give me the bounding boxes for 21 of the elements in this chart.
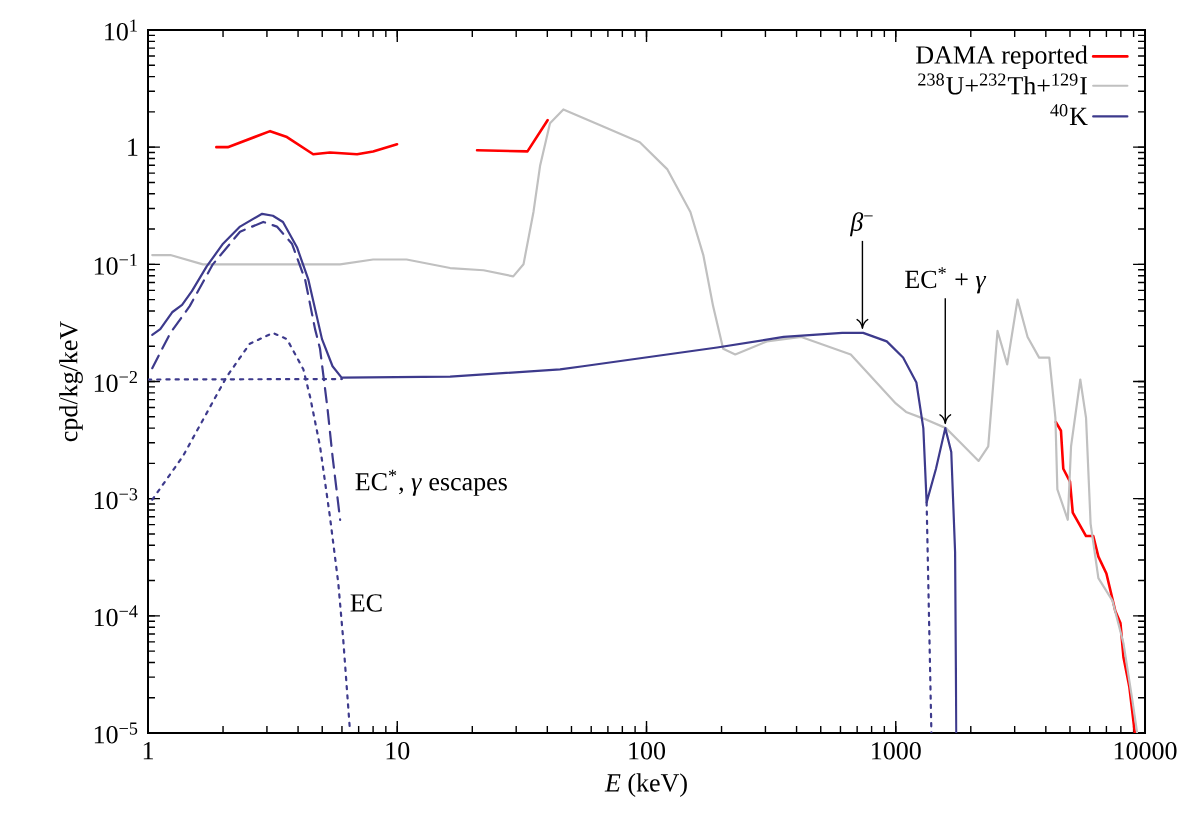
y-tick-label: 10$^{1}$ — [105, 19, 137, 41]
y-tick-label: 10$^{−1}$ — [94, 253, 137, 275]
annotation: β$^{−}$ — [849, 212, 873, 237]
x-axis-title: E (keV) — [604, 773, 687, 797]
y-tick-label: 10$^{−4}$ — [94, 605, 138, 627]
x-tick-label: 100 — [629, 742, 666, 760]
annotation: EC$^{*}$ + γ — [905, 267, 987, 294]
x-tick-label: 1 — [143, 742, 153, 760]
x-tick-label: 1000 — [872, 742, 921, 760]
legend-label: $^{40}$K — [1050, 104, 1088, 125]
y-tick-label: 10$^{−2}$ — [94, 371, 137, 393]
x-tick-label: 10 — [386, 742, 410, 760]
y-tick-label: 10$^{−3}$ — [94, 488, 138, 510]
y-tick-label: 1 — [128, 138, 138, 156]
annotation: EC — [350, 594, 382, 612]
legend-label: $^{238}$U+$^{232}$Th+$^{129}$I — [918, 73, 1087, 95]
y-axis-title: cpd/kg/keV — [59, 321, 83, 442]
annotation: EC$^{*}$, γ escapes — [355, 469, 507, 496]
legend-label: DAMA reported — [916, 45, 1088, 69]
y-tick-label: 10$^{−5}$ — [94, 722, 138, 744]
x-tick-label: 10000 — [1114, 742, 1177, 760]
